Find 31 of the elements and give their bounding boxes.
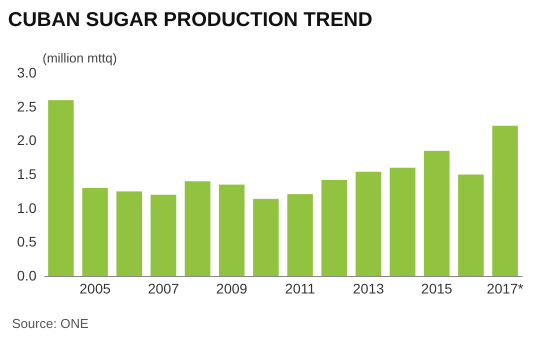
- bar: [218, 184, 245, 276]
- bar: [492, 126, 518, 276]
- x-tick-label: 2009: [216, 280, 248, 296]
- bar: [253, 198, 279, 276]
- y-tick-label: 2.5: [17, 98, 37, 114]
- y-tick-label: 1.0: [17, 200, 37, 216]
- x-tick-label: 2013: [352, 280, 384, 296]
- bar: [424, 150, 450, 276]
- x-tick-label: 2007: [148, 280, 180, 296]
- x-tick-label: 2011: [285, 280, 316, 296]
- bar: [390, 168, 416, 276]
- bar: [48, 100, 74, 276]
- bar: [116, 191, 142, 276]
- y-tick-label: 1.5: [17, 166, 37, 182]
- bar: [150, 194, 176, 276]
- y-tick-label: 0.5: [17, 234, 37, 250]
- bar: [458, 174, 484, 276]
- x-tick-label: 2005: [80, 280, 111, 296]
- bar: [321, 180, 348, 276]
- y-tick-label: 2.0: [17, 132, 37, 148]
- y-tick-label: 0.0: [17, 268, 37, 284]
- chart-title: CUBAN SUGAR PRODUCTION TREND: [8, 9, 372, 31]
- bar: [287, 194, 313, 276]
- y-axis-title: (million mttq): [42, 50, 117, 66]
- source-note: Source: ONE: [12, 316, 89, 331]
- y-tick-label: 3.0: [17, 64, 37, 80]
- bar: [184, 181, 210, 276]
- bar: [356, 172, 382, 276]
- x-tick-label: 2017*: [486, 280, 524, 296]
- x-tick-label: 2015: [421, 280, 453, 296]
- bar: [82, 188, 108, 276]
